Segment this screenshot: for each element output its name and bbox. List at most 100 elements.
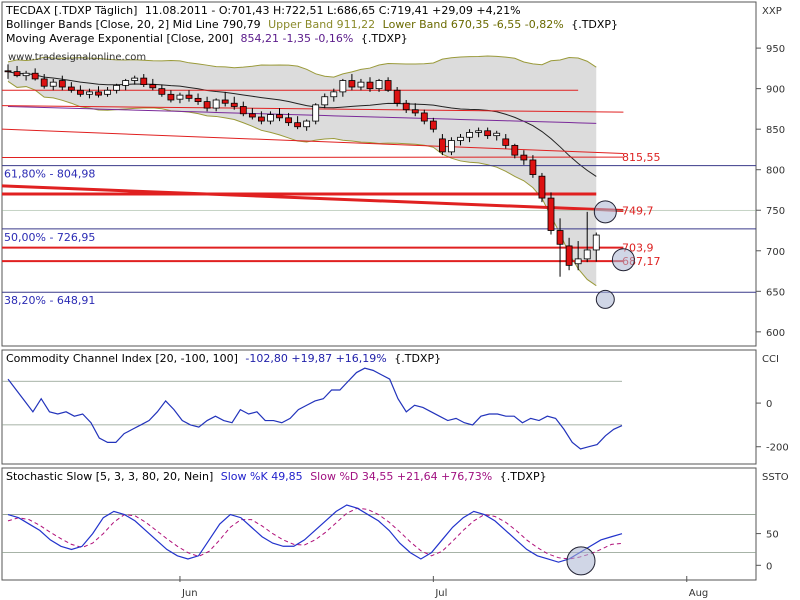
price-axis-label: XXP [762, 6, 782, 17]
candle-body [158, 88, 166, 95]
candle-body [31, 72, 39, 80]
cci-values: -102,80 +19,87 +16,19% [245, 352, 386, 365]
bb-lower: Lower Band 670,35 -6,55 -0,82% [383, 18, 564, 31]
stoch-plot-layer [2, 504, 756, 576]
level-label-1: 749,7 [622, 204, 654, 217]
candle-body [40, 78, 48, 87]
candle-body [4, 70, 12, 73]
price-title-main: TECDAX [.TDXP Täglich] [5, 4, 137, 17]
candle-body [267, 114, 274, 122]
candle-body [511, 144, 519, 156]
candle-body [502, 138, 510, 146]
cci-panel-frame [1, 349, 757, 465]
bollinger-lower-line [7, 80, 597, 287]
stoch-sym: {.TDXP} [500, 470, 547, 483]
fib-label-2: 38,20% - 648,91 [4, 294, 95, 307]
candle-body [303, 120, 311, 128]
bollinger-title: Bollinger Bands [Close, 20, 2] Mid Line … [6, 18, 618, 31]
stoch-k-line [7, 504, 623, 563]
highlight-circle-1 [611, 248, 635, 272]
candle-body [393, 89, 401, 104]
price-tick-label: 600 [766, 328, 785, 339]
candle-body [131, 77, 139, 81]
candle-body [49, 81, 57, 87]
price-tick-label: 700 [766, 247, 785, 258]
candle-body [411, 109, 419, 114]
candle-body [276, 114, 283, 119]
candle-body [230, 102, 238, 107]
cci-axis-label: CCI [762, 354, 779, 365]
candle-body [592, 234, 600, 251]
cci-sym: {.TDXP} [394, 352, 441, 365]
stoch-d-label: Slow %D 34,55 +21,64 +76,73% [310, 470, 492, 483]
candle-body [140, 77, 148, 85]
price-plot-layer: 61,80% - 804,98 50,00% - 726,95 38,20% - 6… [1, 55, 756, 309]
stoch-tick-label: 0 [766, 561, 772, 572]
candle-body [547, 197, 555, 231]
candle-body [285, 117, 292, 124]
candle-body [330, 91, 338, 98]
stoch-highlight-circle [566, 546, 596, 576]
candle-body [95, 91, 102, 96]
candle-body [448, 140, 455, 153]
candle-body [357, 81, 365, 88]
cci-line [7, 367, 623, 450]
candle-body [556, 230, 564, 245]
candle-body [257, 116, 265, 122]
month-tick-label: Aug [689, 588, 709, 599]
candle-body [248, 113, 256, 118]
cci-tick-label: -200 [766, 443, 789, 454]
candle-body [493, 132, 501, 137]
price-panel-frame [1, 1, 757, 347]
price-title-ohlc: 11.08.2011 - O:701,43 H:722,51 L:686,65 … [145, 4, 521, 17]
candle-body [438, 138, 446, 153]
bollinger-upper-line [7, 55, 597, 78]
axes-layer: 950 900 850 800 750 700 650 600 0 -200 50 0 Jun Jul Au… [179, 44, 789, 599]
cci-tick-label: 0 [766, 399, 772, 410]
candle-body [457, 136, 464, 141]
candle-body [429, 120, 437, 130]
bollinger-mid-line [7, 71, 597, 177]
ema-line [7, 105, 597, 124]
cci-plot-layer [2, 367, 623, 450]
candle-body [402, 102, 410, 111]
ema-label: Moving Average Exponential [Close, 200] [6, 32, 233, 45]
price-tick-label: 850 [766, 125, 785, 136]
bb-sym: {.TDXP} [571, 18, 618, 31]
candle-body [321, 96, 329, 106]
price-tick-label: 900 [766, 85, 785, 96]
level-label-0: 815,55 [622, 151, 661, 164]
price-tick-label: 750 [766, 206, 785, 217]
candle-body [484, 130, 492, 137]
stoch-panel-frame [1, 467, 757, 581]
candle-body [13, 71, 21, 77]
candle-body [466, 132, 473, 138]
candle-body [104, 89, 111, 95]
stoch-title: Stochastic Slow [5, 3, 3, 80, 20, Nein] … [6, 470, 547, 483]
fib-label-0: 61,80% - 804,98 [4, 168, 95, 181]
candle-body [348, 80, 356, 88]
candle-body [475, 130, 483, 133]
candle-body [58, 80, 66, 88]
candle-body [339, 80, 347, 93]
candle-body [176, 94, 184, 100]
candle-body [22, 72, 30, 77]
candle-body [194, 97, 202, 103]
candle-body [221, 99, 229, 104]
highlight-circle-2 [595, 289, 615, 309]
bollinger-band-fill [8, 55, 597, 286]
candle-body [583, 249, 591, 260]
candle-body [574, 258, 582, 265]
red-level-line-2 [1, 128, 624, 154]
candle-body [420, 112, 428, 122]
candle-body [529, 159, 537, 175]
candle-body [113, 84, 120, 91]
candle-body [239, 106, 247, 115]
month-tick-label: Jul [434, 588, 447, 599]
ema-sym: {.TDXP} [361, 32, 408, 45]
candle-body [375, 80, 383, 90]
candle-body [185, 94, 193, 99]
candle-body [167, 93, 175, 101]
candle-body [203, 101, 211, 109]
candle-body [538, 175, 546, 199]
